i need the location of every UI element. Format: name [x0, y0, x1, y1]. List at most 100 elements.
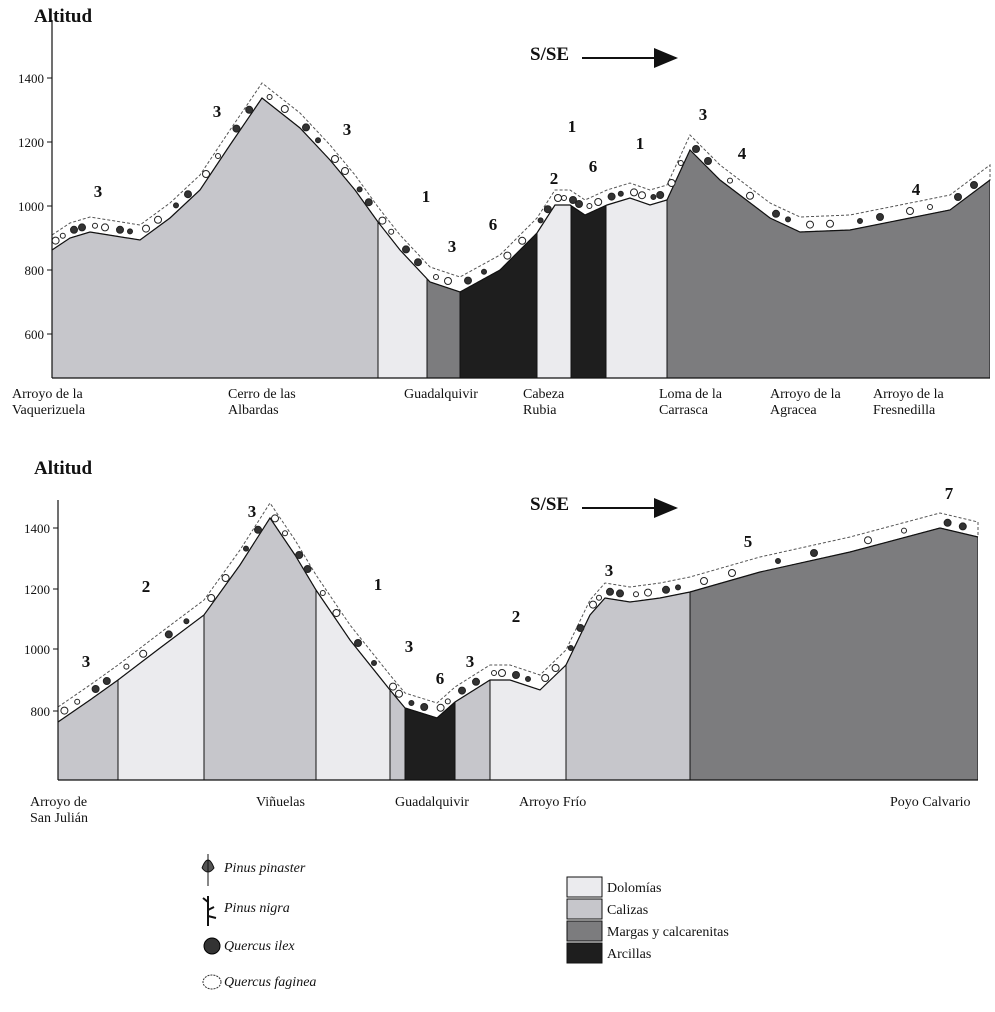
- axis-title: Altitud: [34, 6, 93, 27]
- vegetation-symbol: [542, 675, 549, 682]
- geology-segment: [455, 490, 490, 780]
- vegetation-symbol: [944, 519, 951, 526]
- vegetation-number: 4: [738, 144, 747, 163]
- nigra-icon: [203, 896, 216, 926]
- vegetation-symbol: [544, 206, 551, 213]
- vegetation-symbol: [877, 214, 884, 221]
- place-label: Viñuelas: [256, 795, 305, 810]
- vegetation-symbol: [786, 217, 791, 222]
- vegetation-symbol: [858, 219, 863, 224]
- vegetation-symbol: [52, 237, 59, 244]
- geology-legend-label: Arcillas: [607, 947, 651, 962]
- vegetation-symbol: [668, 180, 675, 187]
- place-label: Arroyo de la: [12, 387, 84, 402]
- geology-segment: [490, 490, 566, 780]
- vegetation-number: 7: [945, 484, 954, 503]
- geology-segment: [566, 490, 690, 780]
- faginea-icon: [203, 975, 221, 989]
- vegetation-symbol: [365, 199, 372, 206]
- vegetation-legend-label: Pinus pinaster: [223, 861, 306, 876]
- vegetation-symbol: [562, 196, 567, 201]
- vegetation-symbol: [459, 687, 466, 694]
- y-tick-label: 1200: [18, 135, 44, 150]
- vegetation-symbol: [222, 575, 229, 582]
- vegetation-symbol: [437, 704, 444, 711]
- geology: [58, 490, 978, 780]
- vegetation-symbol: [595, 199, 602, 206]
- vegetation-number: 3: [699, 105, 708, 124]
- vegetation-symbol: [140, 650, 147, 657]
- vegetation-number: 1: [568, 117, 577, 136]
- vegetation-symbol: [971, 182, 978, 189]
- vegetation-symbol: [421, 704, 428, 711]
- geology-segment: [390, 490, 405, 780]
- vegetation-number: 1: [636, 134, 645, 153]
- vegetation-symbol: [333, 610, 340, 617]
- place-label: San Julián: [30, 811, 88, 826]
- geology-segment: [667, 10, 990, 378]
- place-label: Cabeza: [523, 387, 565, 402]
- vegetation-symbol: [747, 192, 754, 199]
- vegetation-symbol: [807, 221, 814, 228]
- vegetation-symbol: [203, 171, 210, 178]
- place-label: Albardas: [228, 403, 279, 418]
- vegetation-symbol: [499, 670, 506, 677]
- vegetation-symbol: [701, 578, 708, 585]
- vegetation-symbol: [93, 223, 98, 228]
- y-tick-label: 800: [31, 704, 51, 719]
- vegetation-symbol: [357, 187, 362, 192]
- vegetation-number: 1: [422, 187, 431, 206]
- place-label: Guadalquivir: [395, 795, 469, 810]
- vegetation-symbol: [185, 191, 192, 198]
- vegetation-symbol: [618, 191, 623, 196]
- vegetation-number: 3: [343, 120, 352, 139]
- vegetation-symbol: [103, 678, 110, 685]
- vegetation-number: 6: [489, 215, 498, 234]
- vegetation-symbol: [71, 226, 78, 233]
- vegetation-symbol: [332, 156, 339, 163]
- vegetation-number: 6: [436, 669, 445, 688]
- place-label: Fresnedilla: [873, 403, 936, 418]
- geology-swatch: [567, 899, 602, 919]
- vegetation-number: 6: [589, 157, 598, 176]
- vegetation-symbol: [676, 585, 681, 590]
- vegetation-symbol: [678, 161, 683, 166]
- vegetation-symbol: [651, 195, 656, 200]
- y-tick-label: 1000: [18, 199, 44, 214]
- geology-legend-label: Margas y calcarenitas: [607, 925, 729, 940]
- place-label: Cerro de las: [228, 387, 296, 402]
- vegetation-number: 4: [912, 180, 921, 199]
- vegetation-symbol: [124, 664, 129, 669]
- vegetation-symbol: [233, 125, 240, 132]
- vegetation-symbol: [445, 699, 450, 704]
- vegetation-symbol: [208, 595, 215, 602]
- vegetation-symbol: [320, 591, 325, 596]
- vegetation-symbol: [773, 210, 780, 217]
- vegetation-symbol: [304, 566, 311, 573]
- vegetation-symbol: [128, 229, 133, 234]
- vegetation-symbol: [907, 208, 914, 215]
- vegetation-symbol: [693, 146, 700, 153]
- vegetation-symbol: [729, 570, 736, 577]
- geology-segment: [690, 490, 978, 780]
- vegetation-symbol: [165, 631, 172, 638]
- y-tick-label: 1400: [24, 521, 50, 536]
- vegetation-symbol: [728, 178, 733, 183]
- ilex-icon: [204, 938, 220, 954]
- vegetation-number: 2: [512, 607, 521, 626]
- vegetation-number: 3: [448, 237, 457, 256]
- vegetation-symbol: [617, 590, 624, 597]
- vegetation-symbol: [590, 601, 597, 608]
- vegetation-symbol: [465, 277, 472, 284]
- geology-segment: [58, 490, 118, 780]
- vegetation-symbol: [75, 699, 80, 704]
- vegetation-symbol: [955, 194, 962, 201]
- vegetation-symbol: [102, 224, 109, 231]
- vegetation-symbol: [246, 106, 253, 113]
- figure: AltitudS/SE140012001000800600Arroyo de l…: [0, 0, 995, 1012]
- vegetation-symbol: [811, 550, 818, 557]
- geology-legend-label: Calizas: [607, 903, 648, 918]
- vegetation-number: 2: [142, 577, 151, 596]
- direction-label: S/SE: [530, 494, 569, 515]
- vegetation-number: 5: [744, 532, 753, 551]
